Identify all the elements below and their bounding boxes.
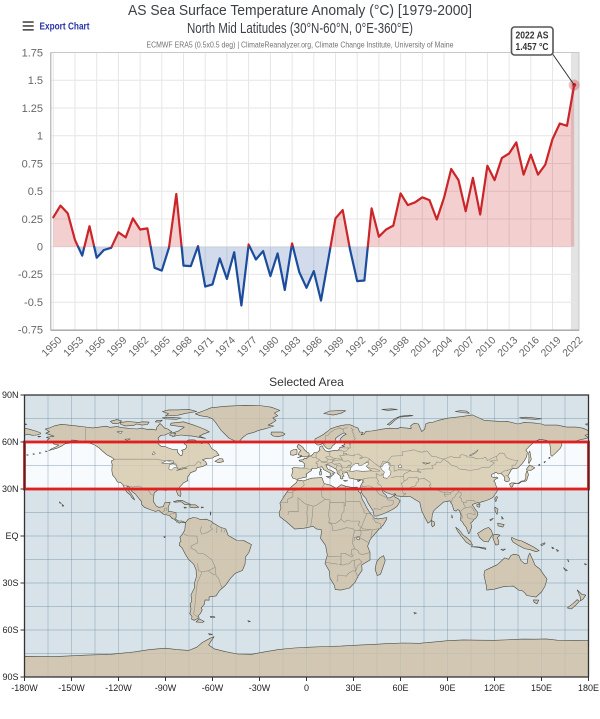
svg-text:2007: 2007 [452,334,477,359]
svg-text:Export Chart: Export Chart [40,21,91,32]
svg-text:1989: 1989 [322,334,347,359]
svg-text:1977: 1977 [235,334,260,359]
svg-text:2013: 2013 [495,334,520,359]
svg-text:1959: 1959 [105,334,130,359]
svg-text:30S: 30S [2,578,18,588]
svg-text:2019: 2019 [539,334,564,359]
svg-text:90E: 90E [439,683,455,693]
svg-text:180E: 180E [578,683,599,693]
svg-text:0.25: 0.25 [22,214,43,226]
svg-text:1956: 1956 [83,334,108,359]
svg-text:2001: 2001 [408,334,433,359]
svg-text:150E: 150E [531,683,552,693]
svg-text:-30W: -30W [249,683,271,693]
svg-text:1965: 1965 [148,334,173,359]
svg-text:1971: 1971 [191,334,216,359]
svg-text:-0.5: -0.5 [24,297,43,309]
svg-text:1974: 1974 [213,334,238,359]
svg-text:0: 0 [304,683,309,693]
svg-text:1983: 1983 [278,334,303,359]
svg-text:Selected Area: Selected Area [269,375,344,389]
svg-text:1.457 °C: 1.457 °C [516,42,549,53]
svg-text:-0.75: -0.75 [18,325,43,337]
svg-text:2022 AS: 2022 AS [516,31,549,42]
svg-text:-180W: -180W [11,683,38,693]
svg-text:1.25: 1.25 [22,103,43,115]
svg-text:0.5: 0.5 [28,186,43,198]
svg-text:60S: 60S [2,625,18,635]
svg-text:-120W: -120W [105,683,132,693]
svg-text:2016: 2016 [517,334,542,359]
svg-text:120E: 120E [484,683,505,693]
svg-text:1986: 1986 [300,334,325,359]
svg-text:1.75: 1.75 [22,47,43,59]
svg-text:0.75: 0.75 [22,158,43,170]
svg-text:30E: 30E [345,683,361,693]
svg-text:60E: 60E [392,683,408,693]
svg-text:-60W: -60W [202,683,224,693]
svg-text:1980: 1980 [257,334,282,359]
svg-text:North Mid Latitudes (30°N-60°N: North Mid Latitudes (30°N-60°N, 0°E-360°… [187,20,413,37]
svg-text:2004: 2004 [430,334,455,359]
svg-text:-90W: -90W [155,683,177,693]
svg-text:60N: 60N [2,437,19,447]
svg-text:2010: 2010 [474,334,499,359]
svg-text:1968: 1968 [170,334,195,359]
svg-text:1995: 1995 [365,334,390,359]
svg-text:30N: 30N [2,484,19,494]
svg-text:-0.25: -0.25 [18,269,43,281]
svg-text:1998: 1998 [387,334,412,359]
svg-text:EQ: EQ [5,531,18,541]
svg-text:0: 0 [37,242,43,254]
svg-text:90S: 90S [2,672,18,682]
svg-text:1: 1 [37,131,43,143]
svg-text:AS Sea Surface Temperature Ano: AS Sea Surface Temperature Anomaly (°C) … [128,2,472,19]
svg-text:1.5: 1.5 [28,75,43,87]
svg-text:2022: 2022 [560,334,585,359]
svg-text:1953: 1953 [61,334,86,359]
svg-text:1950: 1950 [39,334,64,359]
svg-text:1992: 1992 [343,334,368,359]
svg-text:ECMWF ERA5 (0.5x0.5 deg) | Cli: ECMWF ERA5 (0.5x0.5 deg) | ClimateReanal… [147,39,454,49]
svg-text:90N: 90N [2,390,19,400]
svg-text:1962: 1962 [126,334,151,359]
svg-text:-150W: -150W [58,683,85,693]
